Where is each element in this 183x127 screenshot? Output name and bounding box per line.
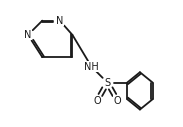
Text: O: O	[114, 96, 122, 106]
Text: N: N	[56, 16, 64, 26]
Text: NH: NH	[84, 62, 99, 72]
Text: N: N	[24, 30, 32, 40]
Text: S: S	[104, 78, 110, 88]
Text: O: O	[93, 96, 101, 106]
